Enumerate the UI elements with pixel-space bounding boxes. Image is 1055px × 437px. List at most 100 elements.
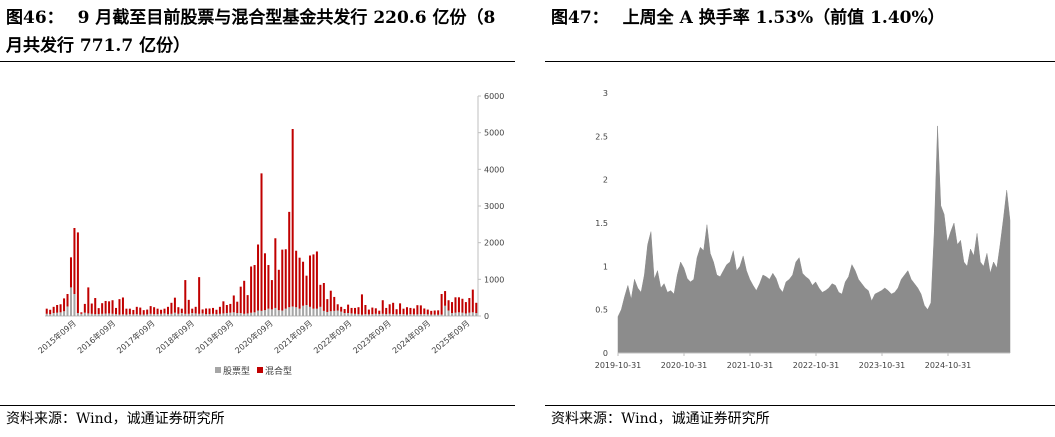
bar-stock xyxy=(163,313,166,316)
bar-stock xyxy=(121,314,124,316)
bar-mixed xyxy=(142,310,145,315)
fig47-title: 图47： 上周全 A 换手率 1.53%（前值 1.40%） xyxy=(551,4,945,32)
bar-mixed xyxy=(229,303,232,313)
bar-mixed xyxy=(160,309,163,314)
bar-mixed xyxy=(284,249,287,309)
bar-stock xyxy=(378,313,381,316)
bar-stock xyxy=(239,313,242,316)
bar-stock xyxy=(457,312,460,316)
bar-stock xyxy=(125,314,128,316)
bar-mixed xyxy=(180,308,183,314)
bar-mixed xyxy=(125,308,128,315)
legend-swatch xyxy=(257,367,263,373)
bar-stock xyxy=(80,313,83,316)
x-tick-label: 2021-10-31 xyxy=(727,361,774,370)
bar-mixed xyxy=(399,303,402,314)
fig46-top-rule xyxy=(0,61,515,62)
bar-stock xyxy=(277,310,280,316)
y-tick-label: 0 xyxy=(484,312,489,321)
bar-stock xyxy=(395,314,398,316)
bar-mixed xyxy=(56,305,59,313)
bar-stock xyxy=(412,314,415,316)
bar-stock xyxy=(208,313,211,316)
bar-mixed xyxy=(177,307,180,314)
bar-mixed xyxy=(277,269,280,311)
fig47-title-text: 上周全 A 换手率 1.53%（前值 1.40%） xyxy=(622,8,945,28)
bar-mixed xyxy=(433,310,436,315)
y-tick-label: 1 xyxy=(603,262,608,271)
bar-mixed xyxy=(69,257,72,288)
bar-stock xyxy=(128,314,131,316)
bar-stock xyxy=(180,313,183,316)
bar-mixed xyxy=(132,309,135,315)
x-tick-label: 2018年09月 xyxy=(154,318,196,356)
bar-mixed xyxy=(52,306,55,314)
bar-mixed xyxy=(263,253,266,311)
bar-mixed xyxy=(257,244,260,311)
turnover-area xyxy=(617,125,1011,354)
legend-swatch xyxy=(215,367,221,373)
bar-mixed xyxy=(367,309,370,315)
bar-stock xyxy=(347,313,350,316)
x-tick-label: 2020-10-31 xyxy=(661,361,708,370)
bar-mixed xyxy=(305,275,308,305)
bar-stock xyxy=(315,308,318,316)
bar-stock xyxy=(322,310,325,316)
bar-mixed xyxy=(166,306,169,315)
bar-stock xyxy=(236,313,239,316)
bar-mixed xyxy=(149,306,152,314)
bar-stock xyxy=(440,314,443,316)
bar-stock xyxy=(284,308,287,316)
bar-mixed xyxy=(468,298,471,313)
bar-stock xyxy=(340,311,343,316)
bar-stock xyxy=(215,314,218,316)
y-tick-label: 0 xyxy=(603,349,608,358)
bar-mixed xyxy=(475,302,478,314)
bar-stock xyxy=(94,314,97,316)
bar-mixed xyxy=(218,306,221,314)
bar-stock xyxy=(250,312,253,316)
bar-stock xyxy=(454,312,457,316)
y-tick-label: 3 xyxy=(603,89,608,98)
bar-stock xyxy=(76,313,79,316)
y-tick-label: 5000 xyxy=(484,129,504,138)
bar-mixed xyxy=(426,309,429,315)
bar-stock xyxy=(298,308,301,316)
bar-mixed xyxy=(121,297,124,315)
bar-stock xyxy=(451,313,454,316)
bar-stock xyxy=(302,305,305,316)
bar-stock xyxy=(132,314,135,316)
x-tick-label: 2020年09月 xyxy=(233,318,275,356)
bar-mixed xyxy=(336,304,339,311)
bar-mixed xyxy=(350,307,353,314)
bar-stock xyxy=(153,314,156,316)
bar-mixed xyxy=(232,295,235,313)
bar-stock xyxy=(111,313,114,316)
bar-mixed xyxy=(215,309,218,315)
bar-mixed xyxy=(409,307,412,315)
bar-mixed xyxy=(360,294,363,315)
bar-stock xyxy=(198,313,201,316)
bar-stock xyxy=(229,312,232,316)
bar-mixed xyxy=(378,310,381,314)
bar-mixed xyxy=(173,297,176,313)
bar-stock xyxy=(232,312,235,316)
bar-mixed xyxy=(246,295,249,314)
fig47-title-number: 图47： xyxy=(551,8,609,28)
bar-stock xyxy=(115,314,118,316)
bar-mixed xyxy=(267,265,270,309)
bar-mixed xyxy=(90,303,93,314)
bar-mixed xyxy=(139,307,142,315)
bar-mixed xyxy=(153,307,156,315)
y-tick-label: 1.5 xyxy=(595,219,608,228)
y-tick-label: 4000 xyxy=(484,165,504,174)
bar-stock xyxy=(222,313,225,316)
x-tick-label: 2015年09月 xyxy=(36,318,78,356)
bar-stock xyxy=(225,313,228,316)
bar-mixed xyxy=(239,286,242,314)
bar-stock xyxy=(416,314,419,316)
bar-mixed xyxy=(444,291,447,306)
bar-stock xyxy=(385,314,388,316)
bar-stock xyxy=(146,314,149,316)
bar-mixed xyxy=(80,312,83,314)
